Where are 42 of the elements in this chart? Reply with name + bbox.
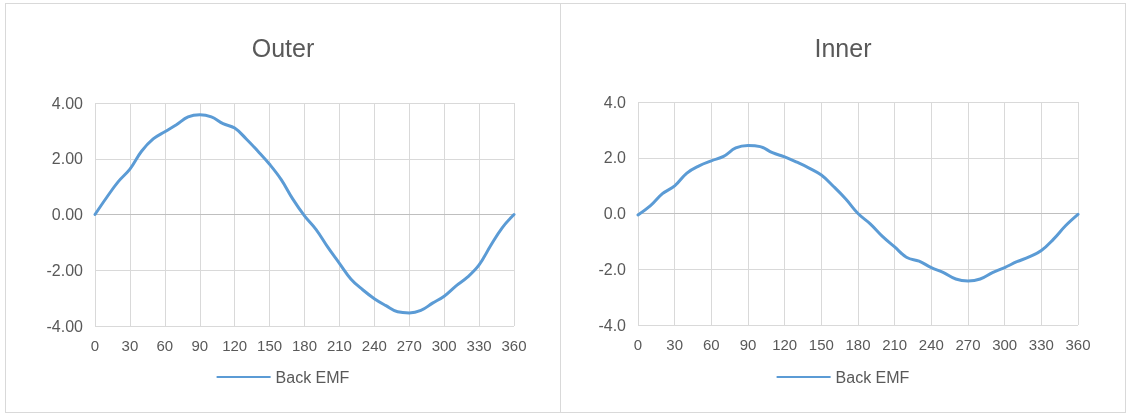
y-tick-label: 4.00 — [51, 94, 84, 112]
x-tick-label: 90 — [739, 336, 757, 353]
legend-label: Back EMF — [275, 368, 350, 386]
x-tick-label: 270 — [955, 336, 981, 353]
x-tick-label: 30 — [121, 337, 139, 354]
chart-title: Inner — [814, 33, 872, 62]
x-tick-label: 300 — [431, 337, 457, 354]
y-tick-label: 0.0 — [603, 205, 627, 222]
y-tick-label: 2.00 — [51, 150, 84, 168]
x-tick-label: 210 — [882, 336, 908, 353]
x-tick-label: 360 — [501, 337, 527, 354]
y-tick-label: 0.00 — [51, 206, 84, 223]
x-tick-label: 330 — [466, 337, 492, 354]
x-tick-label: 60 — [702, 336, 720, 353]
x-tick-label: 120 — [222, 337, 248, 354]
y-tick-label: 2.0 — [603, 149, 627, 167]
line-series — [636, 143, 1080, 283]
x-tick-label: 150 — [257, 337, 283, 354]
x-tick-label: 0 — [90, 337, 100, 354]
x-tick-label: 240 — [361, 337, 387, 354]
x-tick-label: 180 — [291, 337, 318, 354]
x-tick-label: 270 — [396, 337, 422, 354]
y-tick-label: -4.0 — [598, 316, 627, 334]
legend-label: Back EMF — [835, 368, 910, 386]
x-tick-label: 120 — [772, 336, 798, 353]
x-tick-label: 150 — [808, 336, 834, 353]
line-series — [93, 113, 516, 315]
x-tick-label: 300 — [992, 336, 1018, 353]
x-tick-label: 30 — [666, 336, 684, 353]
x-tick-label: 360 — [1065, 336, 1091, 353]
x-tick-label: 60 — [156, 337, 174, 354]
x-tick-label: 240 — [918, 336, 944, 353]
x-tick-label: 330 — [1028, 336, 1054, 353]
y-tick-label: 4.0 — [603, 93, 627, 111]
x-tick-label: 90 — [191, 337, 209, 354]
y-tick-label: -2.0 — [598, 260, 627, 278]
y-tick-label: -2.00 — [46, 261, 84, 279]
chart-title: Outer — [251, 33, 315, 62]
x-tick-label: 210 — [326, 337, 352, 354]
x-tick-label: 0 — [633, 336, 643, 353]
y-tick-label: -4.00 — [46, 317, 84, 335]
x-tick-label: 180 — [845, 336, 871, 353]
